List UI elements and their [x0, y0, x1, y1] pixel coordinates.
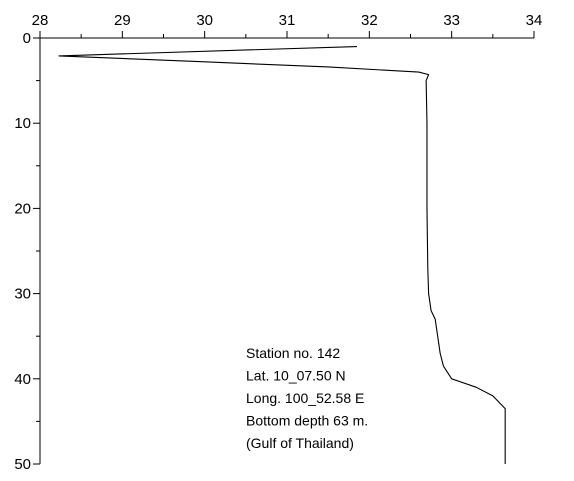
annotation-line: Long. 100_52.58 E: [246, 390, 364, 406]
y-tick-label: 50: [14, 456, 31, 473]
annotation-line: Lat. 10_07.50 N: [246, 368, 346, 384]
y-tick-label: 10: [14, 115, 31, 132]
y-tick-label: 0: [23, 30, 31, 47]
x-tick-label: 34: [526, 12, 543, 29]
x-tick-label: 33: [443, 12, 460, 29]
x-tick-label: 30: [196, 12, 213, 29]
x-tick-label: 28: [32, 12, 49, 29]
x-tick-label: 31: [279, 12, 296, 29]
x-tick-label: 29: [114, 12, 131, 29]
y-tick-label: 20: [14, 200, 31, 217]
series-layer: [58, 45, 506, 464]
annotation-line: Bottom depth 63 m.: [246, 413, 368, 429]
x-tick-label: 32: [361, 12, 378, 29]
annotation-line: (Gulf of Thailand): [246, 435, 354, 451]
axes-layer: 28 29 30 31 32 33 34 0 10 20 30 40 50: [14, 12, 542, 473]
y-tick-label: 30: [14, 286, 31, 303]
profile-line-0: [58, 45, 506, 464]
y-tick-label: 40: [14, 371, 31, 388]
annotation-box: Station no. 142 Lat. 10_07.50 N Long. 100_…: [246, 345, 368, 451]
annotation-line: Station no. 142: [246, 345, 340, 361]
